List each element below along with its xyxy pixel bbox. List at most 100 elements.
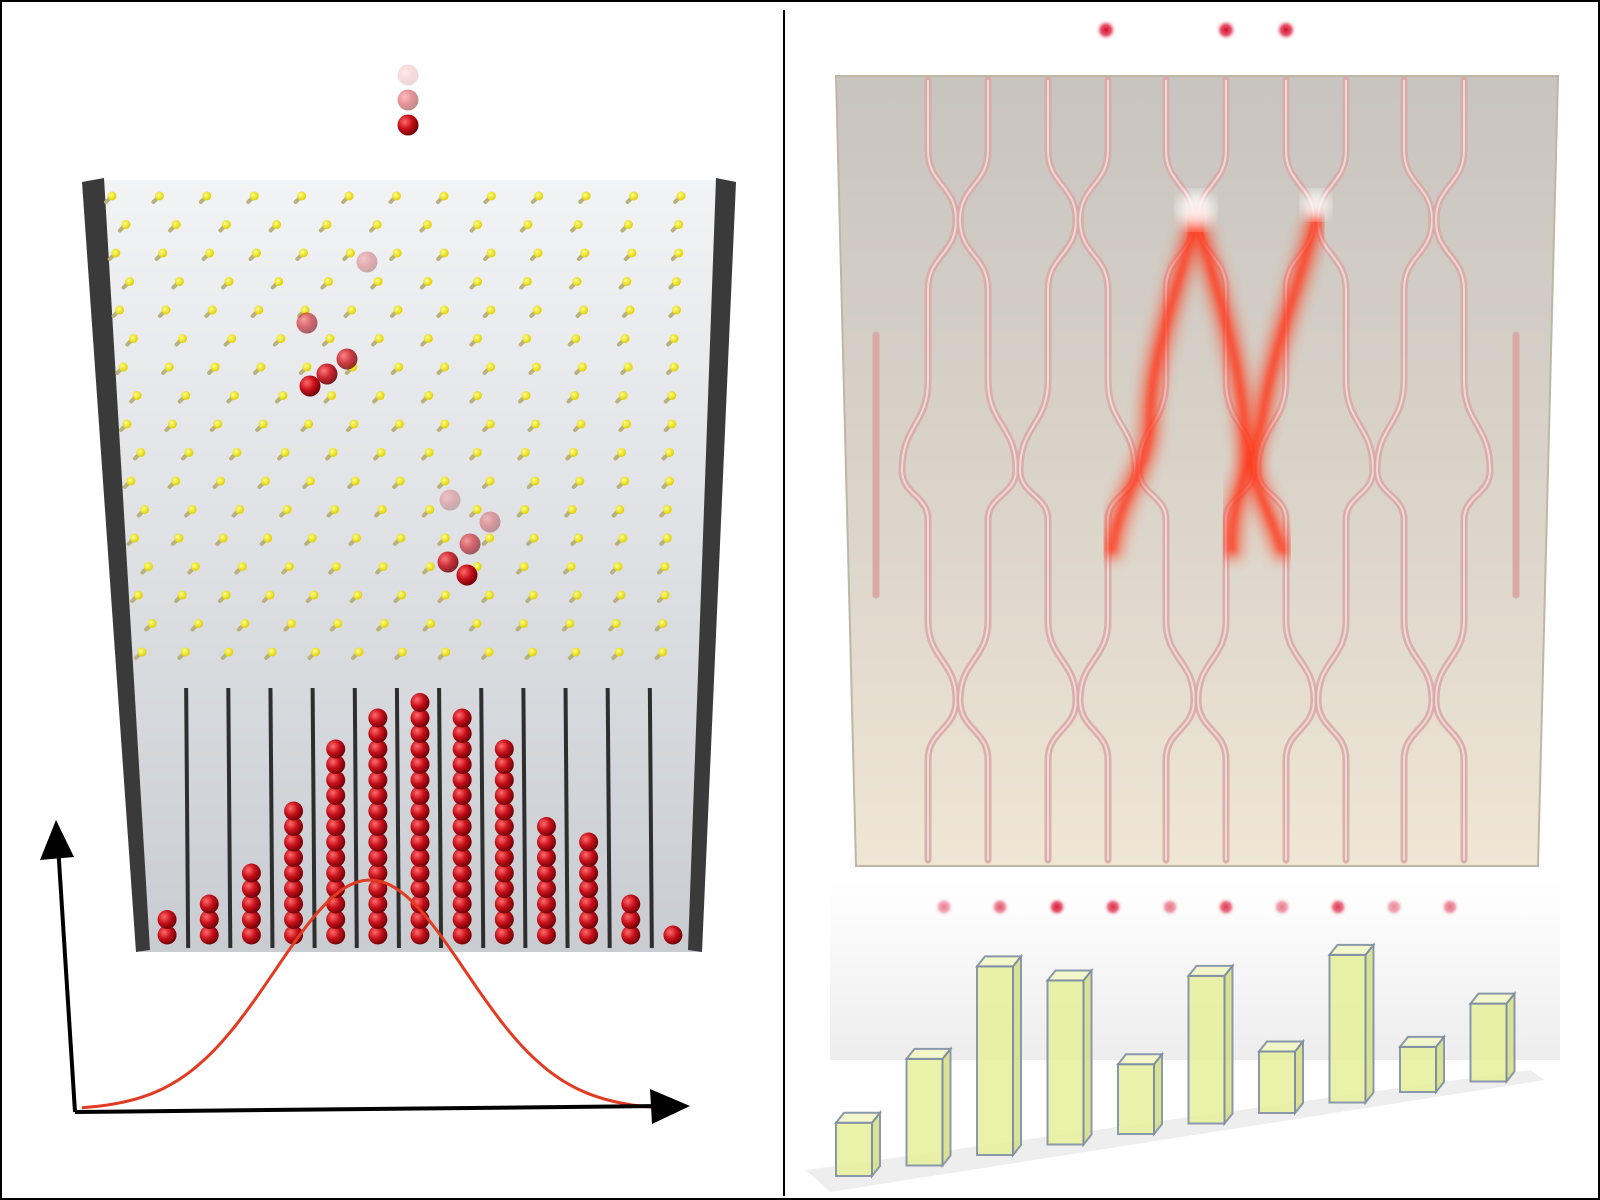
bin-ball xyxy=(410,925,430,945)
bin-ball xyxy=(410,801,430,821)
peg xyxy=(227,334,237,343)
peg xyxy=(221,220,231,229)
peg xyxy=(422,220,432,229)
peg xyxy=(423,334,433,343)
peg xyxy=(240,619,250,628)
bin-ball xyxy=(536,879,556,898)
bin-divider xyxy=(268,687,275,949)
board-right-wall xyxy=(688,178,736,952)
peg xyxy=(440,362,450,372)
peg xyxy=(128,334,138,343)
peg xyxy=(158,248,168,258)
bin-dividers xyxy=(184,687,654,949)
bin-divider xyxy=(226,687,233,949)
bin-ball xyxy=(536,925,556,945)
y-axis-arrow-icon xyxy=(40,820,74,860)
bin-ball xyxy=(410,786,430,805)
bin-ball xyxy=(326,879,346,898)
peg xyxy=(286,619,296,628)
peg xyxy=(473,277,483,286)
peg xyxy=(521,391,531,400)
peg xyxy=(171,220,181,229)
peg xyxy=(353,590,363,600)
peg xyxy=(473,220,483,229)
peg xyxy=(137,647,147,657)
peg xyxy=(530,476,540,486)
peg xyxy=(254,305,264,315)
bin-ball xyxy=(452,832,472,852)
peg xyxy=(441,647,451,657)
bin-ball xyxy=(663,925,683,945)
falling-ball xyxy=(397,89,419,111)
bin-ball xyxy=(494,801,514,821)
bin-ball xyxy=(536,848,556,867)
peg xyxy=(440,476,450,486)
histogram-bar-side xyxy=(1505,990,1516,1085)
input-photon xyxy=(1275,19,1297,41)
peg xyxy=(667,391,677,400)
bin-ball xyxy=(494,910,514,929)
peg xyxy=(522,334,532,343)
peg xyxy=(425,505,435,514)
peg xyxy=(394,362,404,372)
peg xyxy=(251,248,261,258)
peg xyxy=(394,419,404,429)
histogram-bar-side xyxy=(1012,953,1022,1158)
bin-ball xyxy=(452,848,472,867)
bin-divider xyxy=(437,687,444,949)
bin-ball xyxy=(368,848,388,867)
peg xyxy=(274,277,284,286)
x-axis xyxy=(74,1104,666,1114)
peg xyxy=(392,248,402,258)
bin-ball xyxy=(579,832,599,852)
histogram-bars xyxy=(833,942,1517,1179)
peg xyxy=(265,590,275,600)
histogram-bar xyxy=(1258,1050,1296,1114)
peg xyxy=(323,277,333,286)
peg xyxy=(571,334,581,343)
peg xyxy=(532,305,542,315)
peg xyxy=(178,334,188,343)
peg xyxy=(115,305,124,315)
bin-ball xyxy=(494,770,514,790)
light-core xyxy=(1192,216,1286,554)
peg xyxy=(393,305,403,315)
peg xyxy=(565,619,575,628)
peg xyxy=(472,448,482,457)
peg xyxy=(625,305,635,315)
peg xyxy=(174,533,184,543)
waveguide-highlight xyxy=(1375,80,1434,860)
peg xyxy=(518,619,528,628)
peg xyxy=(122,419,132,429)
peg xyxy=(205,248,215,258)
peg xyxy=(249,191,259,201)
bin-ball xyxy=(199,925,219,945)
peg xyxy=(164,362,174,372)
peg xyxy=(126,476,136,486)
input-photons xyxy=(1095,19,1297,41)
histogram-bar xyxy=(1399,1045,1437,1093)
peg xyxy=(424,391,434,400)
waveguide-highlight xyxy=(1434,80,1492,860)
peg xyxy=(167,419,177,429)
bin-ball xyxy=(241,925,261,945)
peg xyxy=(328,448,338,457)
bin-ball xyxy=(494,739,514,759)
bin-ball xyxy=(494,817,514,836)
peg xyxy=(528,590,538,600)
bin-ball xyxy=(368,879,388,898)
peg xyxy=(658,619,668,628)
bin-ball xyxy=(536,832,556,852)
bin-ball xyxy=(452,770,472,790)
bin-ball xyxy=(326,755,346,774)
peg xyxy=(256,362,266,372)
bin-ball xyxy=(452,863,472,883)
peg xyxy=(263,533,273,543)
light-propagation xyxy=(1101,191,1330,561)
peg xyxy=(297,191,307,201)
bin-ball xyxy=(326,832,346,852)
light-core xyxy=(1227,216,1320,554)
peg xyxy=(665,476,675,486)
bin-ball xyxy=(157,925,177,945)
peg xyxy=(523,220,533,229)
